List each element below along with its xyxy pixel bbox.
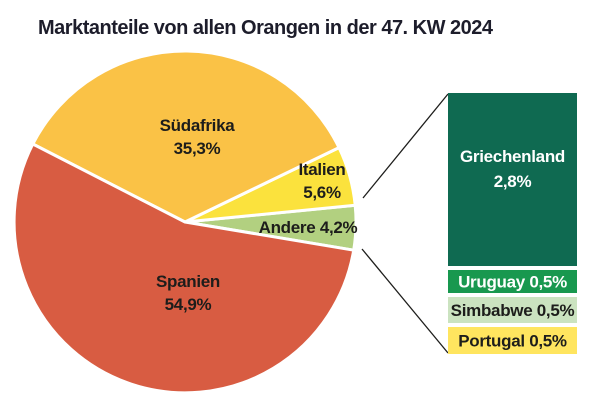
pie-label-andere: Andere 4,2% bbox=[259, 218, 358, 237]
pie-slice-spanien bbox=[12, 142, 356, 395]
pie-label-italien: Italien 5,6% bbox=[298, 160, 345, 202]
bar-label-uruguay: Uruguay 0,5% bbox=[458, 273, 567, 292]
pie-label-suedafrika: Südafrika 35,3% bbox=[160, 116, 236, 158]
bar-segment-simbabwe bbox=[448, 297, 577, 323]
breakout-connector-line bbox=[362, 93, 449, 199]
pie-slice-suedafrika bbox=[31, 49, 341, 224]
chart-title: Marktanteile von allen Orangen in der 47… bbox=[38, 17, 493, 39]
bar-segment-uruguay bbox=[448, 270, 577, 293]
bar-label-simbabwe: Simbabwe 0,5% bbox=[451, 301, 575, 320]
bar-label-portugal: Portugal 0,5% bbox=[458, 332, 567, 351]
bar-segment-portugal bbox=[448, 327, 577, 354]
bar-label-griechenland: Griechenland 2,8% bbox=[460, 147, 565, 191]
breakout-connector-line bbox=[361, 248, 449, 354]
bar-segment-griechenland bbox=[448, 93, 577, 266]
pie-label-spanien: Spanien 54,9% bbox=[156, 272, 220, 314]
